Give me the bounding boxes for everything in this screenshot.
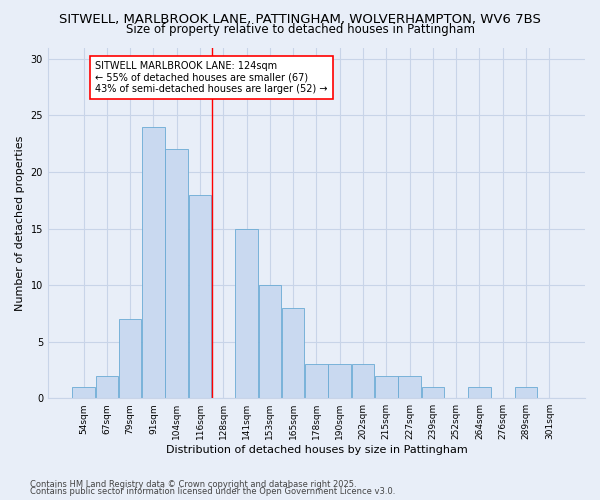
Bar (73, 387, 95, 398)
Bar (95, 376, 118, 398)
Bar (189, 194, 211, 398)
Bar (352, 364, 374, 398)
Bar (398, 376, 421, 398)
Bar (422, 387, 444, 398)
Bar (235, 228, 258, 398)
Y-axis label: Number of detached properties: Number of detached properties (15, 135, 25, 310)
Text: Contains HM Land Registry data © Crown copyright and database right 2025.: Contains HM Land Registry data © Crown c… (30, 480, 356, 489)
Text: SITWELL, MARLBROOK LANE, PATTINGHAM, WOLVERHAMPTON, WV6 7BS: SITWELL, MARLBROOK LANE, PATTINGHAM, WOL… (59, 12, 541, 26)
Bar (166, 150, 188, 398)
Text: Contains public sector information licensed under the Open Government Licence v3: Contains public sector information licen… (30, 487, 395, 496)
Bar (328, 364, 351, 398)
Bar (375, 376, 398, 398)
Bar (515, 387, 538, 398)
Bar (142, 126, 165, 398)
X-axis label: Distribution of detached houses by size in Pattingham: Distribution of detached houses by size … (166, 445, 467, 455)
Text: SITWELL MARLBROOK LANE: 124sqm
← 55% of detached houses are smaller (67)
43% of : SITWELL MARLBROOK LANE: 124sqm ← 55% of … (95, 61, 328, 94)
Bar (119, 319, 142, 398)
Bar (468, 387, 491, 398)
Bar (305, 364, 328, 398)
Text: Size of property relative to detached houses in Pattingham: Size of property relative to detached ho… (125, 24, 475, 36)
Bar (259, 285, 281, 398)
Bar (282, 308, 304, 398)
